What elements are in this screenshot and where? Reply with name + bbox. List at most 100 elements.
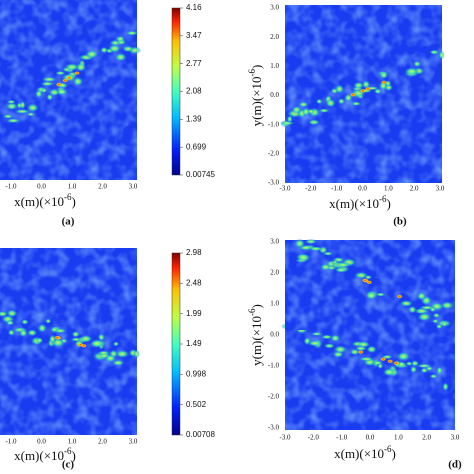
colorbar (171, 252, 181, 436)
field-peak (359, 88, 366, 93)
label-exp: -6 (384, 444, 392, 454)
label-base: x(m)(×10 (329, 196, 379, 211)
field-spot (337, 98, 346, 105)
field-peak (380, 357, 387, 362)
field-spot (286, 115, 293, 123)
y-tick-label: 2.0 (270, 269, 279, 277)
field-spot (307, 340, 322, 347)
colorbar-label: 0.00745 (186, 170, 215, 179)
field-spot (111, 359, 125, 367)
x-tick-label: 0.0 (366, 434, 375, 442)
field-spot (5, 102, 19, 111)
x-tick-label: 0.0 (37, 183, 46, 191)
x-tick-label: 1.0 (394, 434, 403, 442)
field-spot (60, 338, 68, 344)
field-spot (0, 310, 9, 317)
x-tick-label: 3.0 (451, 434, 460, 442)
field-spot (431, 319, 439, 324)
field-spot (53, 328, 67, 334)
field-spot (48, 334, 57, 344)
x-tick-label: 0.0 (37, 438, 46, 446)
field-peak (396, 294, 403, 299)
label-close: ) (72, 194, 76, 209)
x-tick-label: 3.0 (129, 438, 138, 446)
colorbar-label: 0.998 (186, 369, 207, 378)
field-peak (54, 335, 61, 340)
x-tick-label: -2.0 (308, 434, 320, 442)
field-spot (429, 49, 440, 55)
field-spot (310, 331, 323, 336)
field-peak (366, 280, 373, 285)
field-spot (361, 80, 371, 89)
heatmap (285, 238, 455, 330)
field-spot (26, 329, 38, 337)
field-spot (26, 112, 36, 117)
field-spot (97, 350, 111, 356)
x-tick-label: 2.0 (422, 434, 431, 442)
field-spot (366, 345, 378, 354)
field-spot (442, 382, 449, 392)
x-tick-label: -1.0 (336, 434, 348, 442)
x-tick-label: -2.0 (305, 185, 317, 193)
caption: (a) (62, 216, 75, 228)
label-base: y(m)(×10 (249, 76, 264, 126)
field-peak (381, 80, 388, 85)
field-peak (55, 82, 62, 87)
field-peak (62, 78, 69, 83)
field-spot (365, 291, 378, 300)
field-spot (399, 300, 414, 307)
field-spot (64, 63, 80, 72)
field-spot (352, 81, 365, 90)
field-spot (54, 70, 66, 76)
field-spot (2, 114, 14, 119)
colorbar (171, 7, 181, 176)
field-spot (323, 343, 336, 349)
field-spot (280, 121, 295, 126)
caption: (d) (448, 459, 462, 471)
y-tick-label: 3.0 (270, 4, 279, 12)
x-tick-label: 3.0 (436, 185, 445, 193)
field-peak (66, 75, 73, 80)
label-base: y(m)(×10 (249, 316, 264, 366)
y-tick-label: 2.0 (270, 33, 279, 41)
colorbar-label: 0.502 (186, 400, 207, 409)
colorbar-label: 0.00708 (186, 430, 215, 439)
field-spot (330, 88, 339, 94)
heatmap-texture (0, 0, 137, 180)
field-spot (333, 345, 348, 354)
x-tick-label: 0.0 (358, 185, 367, 193)
field-spot (419, 305, 435, 311)
y-tick-label: 1.0 (270, 62, 279, 70)
field-spot (97, 333, 105, 342)
y-tick-label: -2.0 (268, 149, 280, 157)
colorbar-label: 2.98 (186, 248, 202, 257)
field-spot (420, 367, 429, 374)
label-close: ) (72, 448, 76, 463)
field-peak (387, 359, 394, 364)
label-close: ) (392, 446, 396, 461)
field-spot (115, 35, 126, 43)
field-spot (304, 238, 318, 245)
field-spot (416, 291, 427, 301)
colorbar-label: 2.48 (186, 278, 202, 287)
label-close: ) (249, 65, 264, 69)
colorbar-label: 4.16 (186, 3, 202, 12)
field-spot (78, 334, 93, 343)
colorbar-label: 1.99 (186, 309, 202, 318)
field-spot (84, 49, 99, 59)
field-spot (315, 98, 323, 105)
field-spot (40, 81, 55, 87)
field-spot (351, 101, 362, 106)
label-exp: -6 (64, 446, 72, 456)
y-tick-label: 0.0 (270, 91, 279, 99)
label-base: x(m)(×10 (334, 446, 384, 461)
field-spot (122, 45, 134, 53)
field-spot (26, 103, 39, 113)
label-exp: -6 (247, 308, 257, 316)
heatmap (280, 5, 445, 183)
label-exp: -6 (64, 192, 72, 202)
field-spot (432, 312, 441, 319)
field-spot (114, 52, 127, 62)
label-base: x(m)(×10 (14, 194, 64, 209)
field-spot (372, 360, 383, 366)
